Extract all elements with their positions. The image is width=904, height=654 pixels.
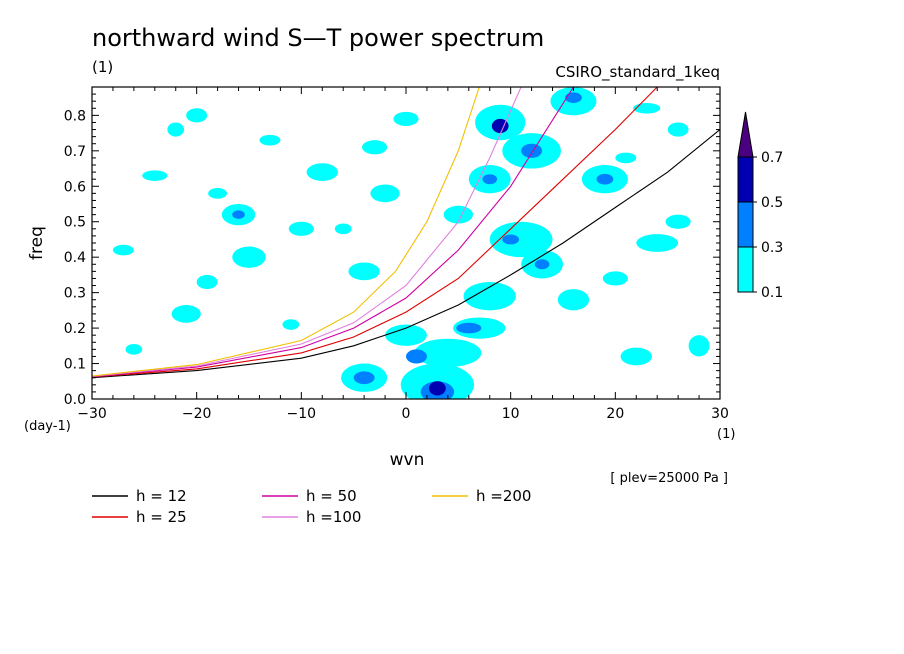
chart-title: northward wind S—T power spectrum xyxy=(92,24,544,52)
contour-patch-34 xyxy=(633,102,661,114)
y-tick-label: 0.2 xyxy=(64,321,86,337)
legend-label: h =200 xyxy=(476,487,531,505)
x-axis-unit: (1) xyxy=(717,427,735,442)
colorbar-segment xyxy=(737,201,754,248)
colorbar: 0.1 0.3 0.5 0.7 xyxy=(737,111,783,301)
contour-patch-17 xyxy=(636,234,679,252)
contour-patch-22 xyxy=(142,170,168,181)
contour-patch-2 xyxy=(414,338,482,368)
contour-patch-49 xyxy=(502,234,520,245)
y-tick-label: 0.0 xyxy=(64,392,86,408)
contour-patch-44 xyxy=(406,349,427,364)
x-tick-label: −30 xyxy=(77,406,107,422)
contour-patch-28 xyxy=(259,134,281,146)
y-tick-label: 0.6 xyxy=(64,179,86,195)
contour-patch-21 xyxy=(196,274,218,290)
legend-label: h =100 xyxy=(306,508,361,526)
legend-label: h = 12 xyxy=(136,487,187,505)
contour-patch-3 xyxy=(385,324,427,346)
subtitle-left: (1) xyxy=(92,58,113,76)
colorbar-label: 0.7 xyxy=(761,150,783,166)
axis-ticks: −30 −20 −10 0 10 20 30 0.0 0.1 0.2 0.3 0.4 0.5 0.6 0.7… xyxy=(64,87,729,422)
y-tick-label: 0.5 xyxy=(64,215,86,231)
contour-patch-5 xyxy=(463,282,516,311)
legend-label: h = 50 xyxy=(306,487,357,505)
colorbar-label: 0.5 xyxy=(761,195,783,211)
x-tick-label: 30 xyxy=(711,406,729,422)
contour-patch-41 xyxy=(334,223,352,235)
contour-patch-45 xyxy=(456,322,482,334)
y-axis-unit: (day-1) xyxy=(24,419,71,434)
colorbar-label: 0.1 xyxy=(761,285,783,301)
contour-patch-6 xyxy=(489,221,553,258)
contour-patch-30 xyxy=(557,289,590,311)
legend: h = 12 h = 25 h = 50 h =100 h =200 xyxy=(92,487,531,526)
contour-patch-20 xyxy=(171,305,201,323)
contour-patch-48 xyxy=(232,210,245,219)
contour-patch-50 xyxy=(534,259,550,270)
contour-patch-53 xyxy=(429,381,446,396)
y-tick-label: 0.1 xyxy=(64,357,86,373)
subtitle-right: CSIRO_standard_1keq xyxy=(555,63,720,82)
contour-patch-33 xyxy=(667,122,689,137)
y-tick-label: 0.3 xyxy=(64,286,86,302)
contour-patch-32 xyxy=(688,335,710,357)
contour-patch-25 xyxy=(288,221,314,236)
y-axis-label: freq xyxy=(27,226,47,260)
y-tick-label: 0.8 xyxy=(64,108,86,124)
x-tick-label: −20 xyxy=(182,406,212,422)
contour-patch-29 xyxy=(112,244,134,256)
contour-patch-51 xyxy=(482,174,498,185)
curve-h-200 xyxy=(92,87,480,377)
x-tick-label: 0 xyxy=(402,406,411,422)
curve-h-50 xyxy=(92,87,574,378)
contour-patch-15 xyxy=(306,163,338,181)
contour-layer xyxy=(112,87,710,399)
contour-patch-35 xyxy=(370,184,400,203)
curve-h-12 xyxy=(92,129,720,379)
contour-patch-39 xyxy=(615,152,637,164)
colorbar-label: 0.3 xyxy=(761,240,783,256)
contour-patch-18 xyxy=(620,347,652,366)
contour-patch-31 xyxy=(602,271,628,286)
colorbar-arrow xyxy=(737,111,754,158)
y-tick-label: 0.7 xyxy=(64,144,86,160)
contour-patch-46 xyxy=(521,143,543,158)
legend-label: h = 25 xyxy=(136,508,187,526)
contour-patch-16 xyxy=(348,262,380,281)
contour-patch-24 xyxy=(186,108,208,123)
contour-patch-27 xyxy=(393,111,419,126)
curve-h-25 xyxy=(92,87,658,378)
y-tick-label: 0.4 xyxy=(64,250,86,266)
level-annotation: [ plev=25000 Pa ] xyxy=(610,471,728,486)
contour-patch-43 xyxy=(353,371,375,385)
contour-patch-14 xyxy=(232,246,266,268)
colorbar-segment xyxy=(737,246,754,293)
contour-patch-36 xyxy=(443,205,473,224)
contour-patch-23 xyxy=(167,122,185,137)
contour-patch-47 xyxy=(596,173,614,185)
contour-patch-38 xyxy=(282,319,300,330)
contour-patch-54 xyxy=(491,118,509,134)
colorbar-segment xyxy=(737,156,754,203)
contour-patch-26 xyxy=(362,140,388,155)
contour-patch-40 xyxy=(208,188,228,199)
x-axis-label: wvn xyxy=(390,450,425,470)
contour-patch-37 xyxy=(125,344,143,355)
curve-h-100 xyxy=(92,87,522,377)
dispersion-curves xyxy=(92,87,720,379)
x-tick-label: 10 xyxy=(502,406,520,422)
contour-patch-52 xyxy=(565,92,582,103)
contour-patch-19 xyxy=(665,214,691,229)
x-tick-label: −10 xyxy=(287,406,317,422)
x-tick-label: 20 xyxy=(606,406,624,422)
